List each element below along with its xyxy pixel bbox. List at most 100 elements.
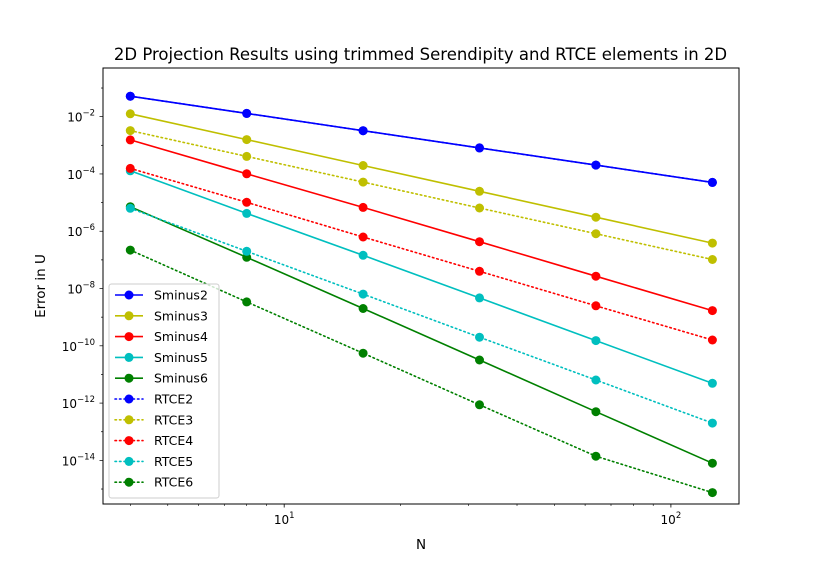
data-point-RTCE5-0 (125, 203, 135, 213)
x-axis: 101 102 (129, 504, 682, 527)
plot-area (125, 91, 717, 498)
data-point-Sminus6-3 (475, 355, 484, 365)
data-point-Sminus4-3 (475, 237, 484, 247)
data-point-RTCE4-2 (358, 232, 368, 242)
chart-title: 2D Projection Results using trimmed Sere… (114, 45, 727, 64)
legend-label: Sminus3 (154, 308, 208, 323)
data-point-RTCE6-0 (125, 245, 135, 255)
data-point-Sminus4-5 (707, 306, 717, 316)
data-point-RTCE2-5 (707, 177, 717, 187)
legend-marker (124, 477, 134, 487)
series-RTCE2 (125, 91, 717, 187)
legend-entry-Sminus4: Sminus4 (115, 329, 208, 344)
y-axis: 10−2 10−4 10−6 10−8 10−10 10−12 10−14 (62, 87, 103, 490)
series-line-RTCE4 (129, 167, 714, 341)
data-point-RTCE5-3 (475, 332, 484, 342)
series-Sminus3 (125, 109, 717, 248)
data-point-Sminus3-1 (242, 135, 252, 145)
data-point-RTCE6-3 (475, 400, 484, 410)
data-point-RTCE3-3 (475, 203, 484, 213)
legend: Sminus2 Sminus3 Sminus4 Sminus5 Sminus6 RTCE2… (108, 283, 220, 499)
legend-marker (124, 290, 134, 300)
legend-label: RTCE5 (154, 454, 193, 469)
data-point-Sminus3-2 (358, 161, 368, 170)
data-point-Sminus3-5 (707, 238, 717, 248)
data-point-Sminus3-0 (125, 109, 135, 119)
legend-marker (124, 352, 134, 362)
data-point-Sminus6-5 (707, 458, 717, 468)
data-point-RTCE4-0 (125, 163, 135, 173)
data-point-Sminus4-4 (591, 271, 601, 281)
y-axis-label: Error in U (33, 254, 49, 318)
series-RTCE6 (125, 245, 717, 498)
x-tick-label-1: 102 (661, 511, 682, 527)
legend-label: RTCE2 (154, 392, 193, 407)
data-point-RTCE4-4 (591, 301, 601, 311)
data-point-RTCE6-2 (358, 348, 368, 358)
data-point-RTCE5-1 (242, 246, 252, 256)
legend-entry-RTCE2: RTCE2 (114, 392, 193, 407)
legend-box (108, 283, 220, 499)
data-point-Sminus3-4 (591, 212, 601, 222)
series-Sminus5 (125, 166, 717, 388)
data-point-RTCE2-3 (475, 143, 484, 153)
data-point-RTCE3-4 (591, 229, 601, 239)
data-point-RTCE5-5 (707, 418, 717, 428)
y-tick-label-0: 10−2 (67, 109, 95, 125)
data-point-RTCE4-1 (242, 197, 252, 207)
data-point-RTCE2-2 (358, 126, 368, 136)
data-point-Sminus5-1 (242, 208, 252, 218)
data-point-RTCE2-0 (125, 91, 135, 101)
legend-entry-RTCE6: RTCE6 (114, 475, 193, 490)
data-point-RTCE3-0 (125, 126, 135, 136)
legend-marker (124, 332, 134, 342)
x-axis-label: N (416, 537, 426, 553)
series-Sminus4 (125, 135, 717, 316)
legend-marker (124, 311, 134, 321)
legend-marker (124, 436, 134, 446)
data-point-Sminus5-5 (707, 378, 717, 388)
y-tick-label-5: 10−12 (62, 395, 95, 411)
data-point-Sminus4-0 (125, 135, 135, 145)
legend-marker (124, 456, 134, 466)
data-point-RTCE3-1 (242, 151, 252, 161)
legend-entry-RTCE4: RTCE4 (114, 433, 193, 448)
data-point-Sminus4-1 (242, 169, 252, 179)
y-tick-label-3: 10−8 (67, 281, 95, 297)
plot-frame (102, 67, 740, 505)
legend-entry-Sminus2: Sminus2 (115, 288, 208, 303)
data-point-RTCE2-4 (591, 160, 601, 170)
data-point-Sminus3-3 (475, 186, 484, 196)
legend-label: Sminus2 (154, 288, 208, 303)
data-point-Sminus6-4 (591, 407, 601, 417)
series-RTCE5 (125, 203, 717, 428)
legend-entry-RTCE3: RTCE3 (114, 412, 193, 427)
y-tick-label-6: 10−14 (62, 452, 95, 468)
y-tick-label-4: 10−10 (62, 338, 95, 354)
y-tick-label-1: 10−4 (67, 166, 95, 182)
series-line-RTCE5 (129, 207, 714, 424)
series-line-RTCE3 (129, 129, 714, 261)
legend-entry-Sminus5: Sminus5 (115, 350, 208, 365)
data-point-Sminus5-3 (475, 293, 484, 303)
legend-label: Sminus6 (154, 371, 208, 386)
series-line-Sminus5 (130, 170, 713, 385)
legend-label: Sminus5 (154, 350, 208, 365)
data-point-RTCE4-3 (475, 266, 484, 276)
series-line-Sminus3 (130, 113, 713, 244)
data-point-RTCE4-5 (707, 335, 717, 345)
legend-entry-RTCE5: RTCE5 (114, 454, 193, 469)
legend-marker (124, 373, 134, 383)
legend-entry-Sminus6: Sminus6 (115, 371, 208, 386)
data-point-RTCE6-5 (707, 488, 717, 498)
data-point-RTCE6-1 (242, 297, 252, 307)
legend-label: RTCE4 (154, 433, 193, 448)
data-point-Sminus5-2 (358, 250, 368, 260)
legend-label: RTCE6 (154, 475, 193, 490)
series-line-Sminus4 (130, 139, 713, 312)
data-point-RTCE5-4 (591, 375, 601, 385)
data-point-RTCE6-4 (591, 451, 601, 461)
data-point-RTCE3-5 (707, 255, 717, 264)
legend-label: RTCE3 (154, 412, 193, 427)
